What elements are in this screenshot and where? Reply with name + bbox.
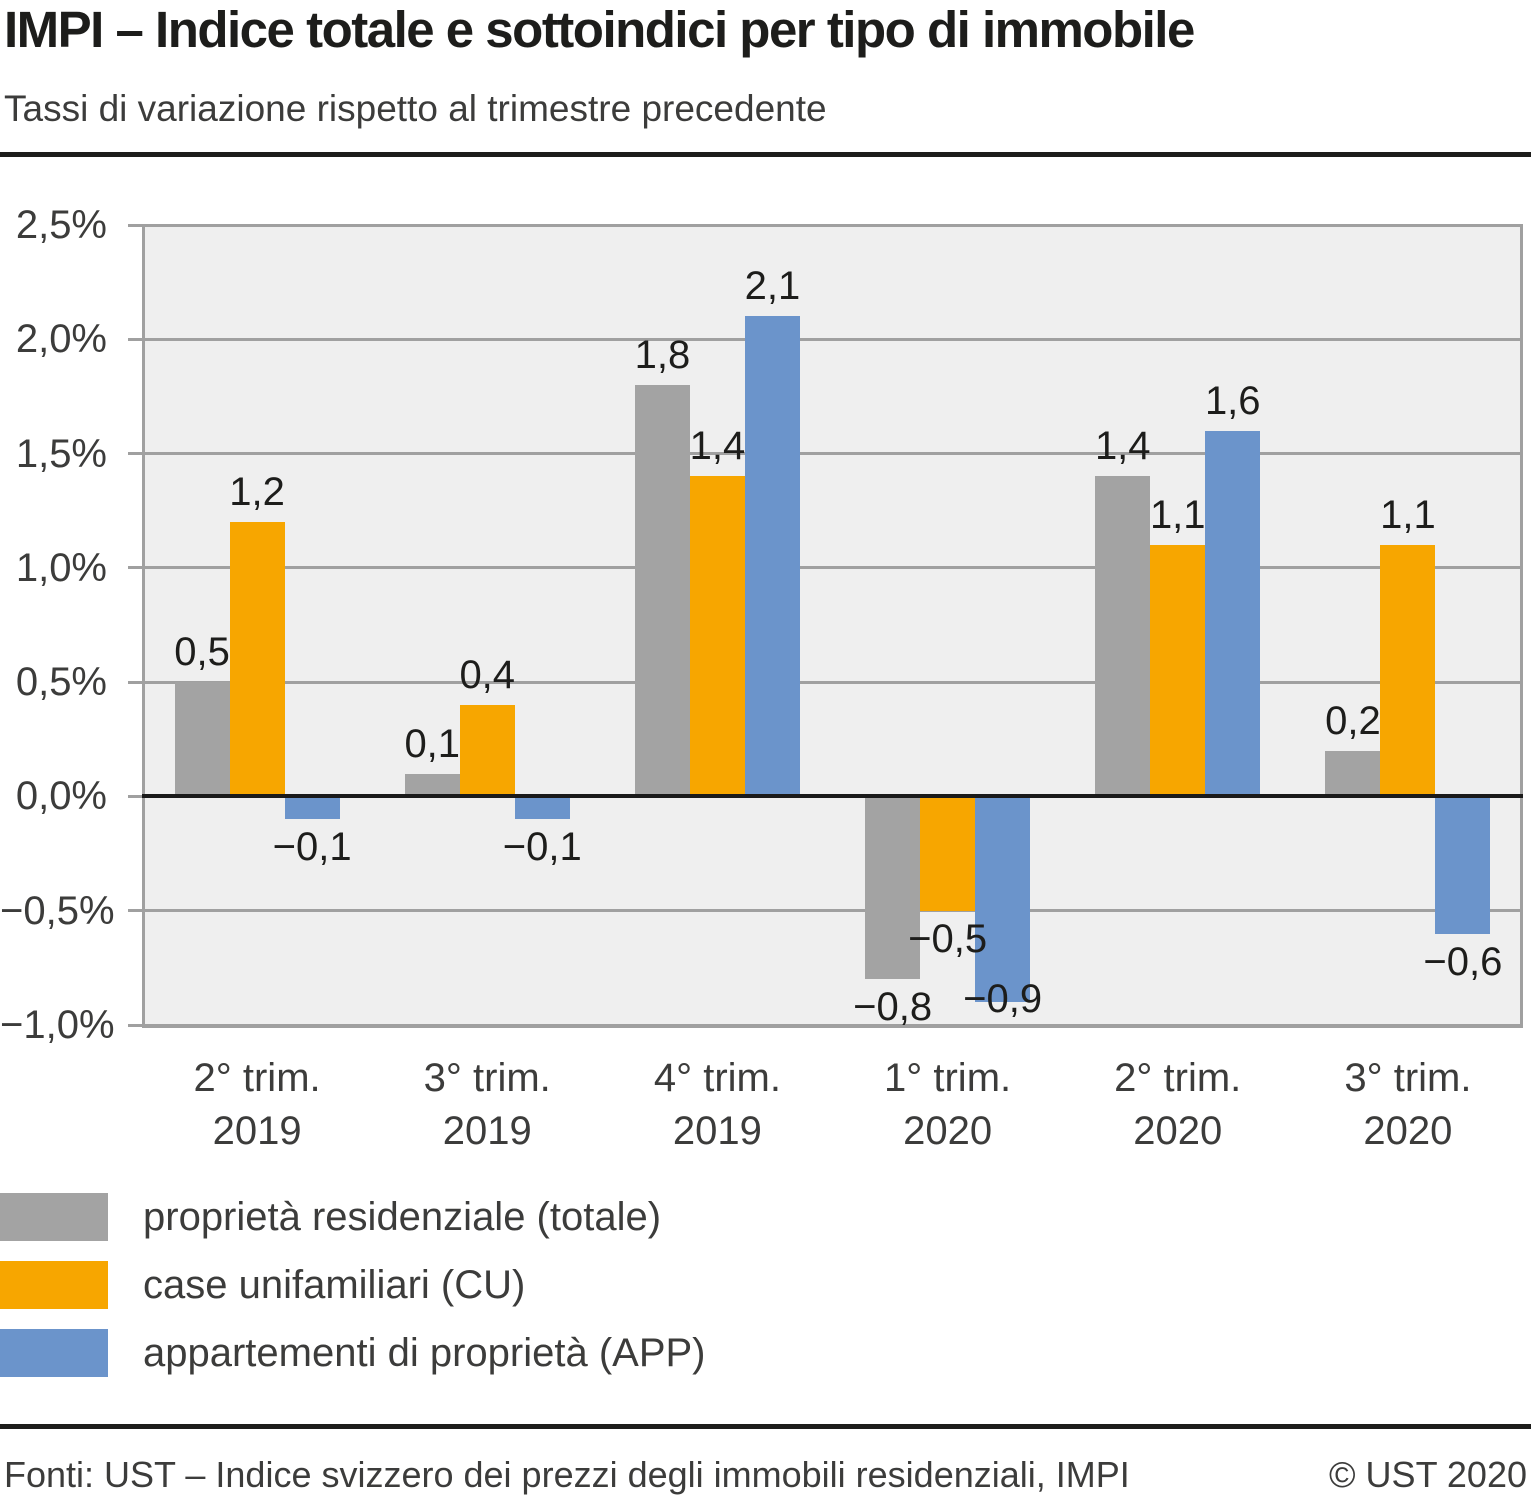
y-axis-label: 1,0% bbox=[15, 545, 107, 590]
bar-value-label: 1,4 bbox=[1094, 424, 1151, 469]
bar-value-label: 1,1 bbox=[1149, 493, 1206, 537]
gridline bbox=[142, 1023, 1523, 1028]
bar-series2-group3 bbox=[689, 476, 745, 797]
plot-border-left bbox=[142, 225, 145, 1025]
legend-item: case unifamiliari (CU) bbox=[0, 1261, 706, 1309]
x-axis-label-quarter: 2° trim. bbox=[1114, 1056, 1242, 1100]
y-axis-tick bbox=[128, 680, 142, 684]
bar-series1-group1 bbox=[174, 682, 230, 797]
bar-series3-group2 bbox=[514, 796, 570, 820]
bar-value-label: 0,2 bbox=[1325, 698, 1381, 743]
bar-series2-group4 bbox=[920, 796, 976, 911]
x-axis-label: 3° trim. 2020 bbox=[1293, 1052, 1523, 1158]
x-axis-label-year: 2019 bbox=[212, 1109, 302, 1153]
legend-swatch-series2 bbox=[0, 1261, 108, 1309]
zero-line bbox=[142, 794, 1523, 799]
x-axis-label-quarter: 1° trim. bbox=[884, 1056, 1012, 1100]
y-axis-label: 0,5% bbox=[15, 660, 107, 705]
legend-swatch-series1 bbox=[0, 1193, 108, 1241]
gridline bbox=[142, 680, 1523, 684]
y-axis-label: 2,0% bbox=[15, 317, 107, 362]
footer-divider bbox=[0, 1424, 1531, 1429]
x-axis-label-year: 2019 bbox=[672, 1109, 762, 1153]
y-axis-label: 1,5% bbox=[15, 431, 107, 476]
bar-value-label: −0,8 bbox=[853, 985, 933, 1030]
bar-value-label: 1,4 bbox=[689, 424, 746, 469]
bar-series2-group5 bbox=[1150, 545, 1206, 797]
bar-series1-group4 bbox=[865, 796, 921, 980]
x-axis-label: 4° trim. 2019 bbox=[602, 1052, 832, 1158]
bar-value-label: 1,8 bbox=[634, 333, 691, 377]
bar-series2-group1 bbox=[229, 522, 285, 797]
gridline bbox=[142, 337, 1523, 341]
bar-value-label: −0,9 bbox=[963, 977, 1043, 1021]
source-note: Fonti: UST – Indice svizzero dei prezzi … bbox=[4, 1454, 1130, 1495]
y-axis-tick bbox=[128, 337, 142, 341]
bar-value-label: 0,4 bbox=[459, 653, 516, 697]
legend-label-series2: case unifamiliari (CU) bbox=[143, 1263, 526, 1307]
x-axis-label-quarter: 3° trim. bbox=[423, 1056, 551, 1100]
x-axis-label-year: 2020 bbox=[1363, 1109, 1453, 1153]
x-axis-label-year: 2019 bbox=[442, 1109, 532, 1153]
bar-series3-group3 bbox=[744, 316, 800, 797]
x-axis-label-year: 2020 bbox=[1133, 1109, 1223, 1153]
y-axis-tick bbox=[128, 909, 142, 913]
bar-series3-group6 bbox=[1435, 796, 1491, 934]
legend-swatch-series3 bbox=[0, 1329, 108, 1377]
bar-series1-group5 bbox=[1095, 476, 1151, 797]
x-axis-label-quarter: 2° trim. bbox=[193, 1056, 321, 1100]
gridline bbox=[142, 566, 1523, 570]
x-axis-label: 2° trim. 2019 bbox=[142, 1052, 372, 1158]
bar-value-label: 0,5 bbox=[174, 630, 230, 675]
y-axis-tick bbox=[128, 794, 142, 798]
plot-area bbox=[142, 225, 1523, 1025]
y-axis-tick bbox=[128, 566, 142, 570]
y-axis-label: 0,0% bbox=[15, 774, 107, 819]
gridline bbox=[142, 909, 1523, 913]
bar-series3-group4 bbox=[975, 796, 1031, 1003]
header-divider bbox=[0, 152, 1531, 157]
y-axis-label: −1,0% bbox=[0, 1003, 115, 1047]
gridline bbox=[142, 223, 1523, 227]
bar-value-label: 1,6 bbox=[1204, 378, 1261, 423]
bar-series2-group2 bbox=[459, 705, 515, 797]
legend-item: proprietà residenziale (totale) bbox=[0, 1193, 706, 1241]
chart-subtitle: Tassi di variazione rispetto al trimestr… bbox=[4, 88, 827, 129]
bar-series3-group5 bbox=[1205, 430, 1261, 797]
y-axis-tick bbox=[128, 1023, 142, 1027]
legend-label-series1: proprietà residenziale (totale) bbox=[143, 1195, 662, 1239]
bar-value-label: 0,1 bbox=[404, 721, 461, 766]
plot-border-right bbox=[1520, 225, 1523, 1025]
bar-series1-group2 bbox=[404, 773, 460, 797]
bar-value-label: 1,2 bbox=[229, 470, 285, 515]
x-axis-label: 1° trim. 2020 bbox=[833, 1052, 1063, 1158]
x-axis-label-quarter: 4° trim. bbox=[653, 1056, 781, 1100]
y-axis-label: 2,5% bbox=[15, 203, 107, 247]
x-axis-label: 2° trim. 2020 bbox=[1063, 1052, 1293, 1158]
bar-value-label: −0,6 bbox=[1423, 939, 1503, 984]
chart-legend: proprietà residenziale (totale) case unif… bbox=[0, 1193, 706, 1397]
copyright-note: © UST 2020 bbox=[1329, 1454, 1527, 1495]
bar-series1-group3 bbox=[634, 385, 690, 797]
bar-series3-group1 bbox=[284, 796, 340, 820]
y-axis-tick bbox=[128, 223, 142, 227]
x-axis-label-year: 2020 bbox=[903, 1109, 993, 1153]
gridline bbox=[142, 452, 1523, 456]
bar-series1-group6 bbox=[1325, 750, 1381, 797]
bar-value-label: 1,1 bbox=[1380, 493, 1436, 537]
bar-series2-group6 bbox=[1380, 545, 1436, 797]
y-axis-tick bbox=[128, 452, 142, 456]
legend-item: appartementi di proprietà (APP) bbox=[0, 1329, 706, 1377]
bar-value-label: −0,1 bbox=[502, 825, 582, 870]
bar-value-label: −0,5 bbox=[908, 916, 988, 961]
x-axis-label-quarter: 3° trim. bbox=[1344, 1056, 1472, 1100]
y-axis-label: −0,5% bbox=[0, 888, 115, 933]
legend-label-series3: appartementi di proprietà (APP) bbox=[143, 1331, 706, 1375]
bar-value-label: 2,1 bbox=[744, 264, 801, 309]
chart-title: IMPI – Indice totale e sottoindici per t… bbox=[4, 1, 1195, 58]
x-axis-label: 3° trim. 2019 bbox=[372, 1052, 602, 1158]
bar-value-label: −0,1 bbox=[272, 825, 352, 870]
